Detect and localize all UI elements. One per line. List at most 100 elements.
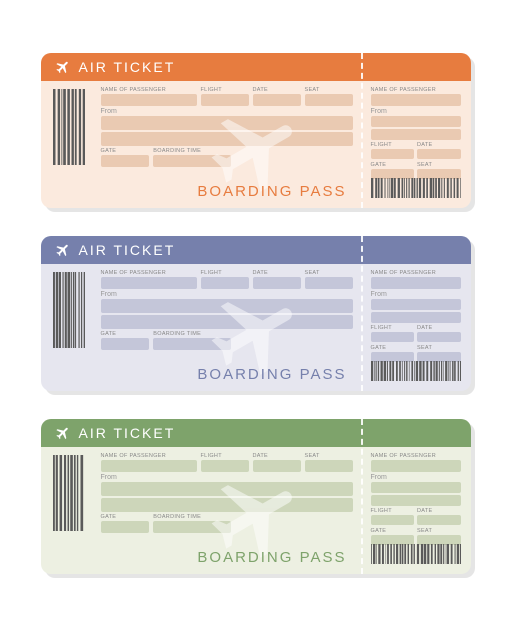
stub-label-seat: SEAT bbox=[417, 528, 461, 534]
stub-label-from: From bbox=[371, 108, 461, 115]
stub-label-from: From bbox=[371, 474, 461, 481]
label-seat: SEAT bbox=[305, 87, 353, 93]
field-seat bbox=[305, 460, 353, 472]
field-from bbox=[101, 116, 353, 130]
stub-field-date bbox=[417, 149, 461, 159]
stub-field-from bbox=[371, 482, 461, 493]
barcode-vertical bbox=[53, 89, 85, 165]
field-to bbox=[101, 498, 353, 512]
stub-field-to bbox=[371, 495, 461, 506]
label-from: From bbox=[101, 474, 353, 481]
ticket-stub-section: NAME OF PASSENGER From FLIGHT DATE GATE … bbox=[361, 236, 471, 391]
field-gate bbox=[101, 338, 150, 350]
boarding-pass-text: BOARDING PASS bbox=[197, 183, 346, 200]
field-to bbox=[101, 315, 353, 329]
field-passenger bbox=[101, 277, 197, 289]
field-flight bbox=[201, 460, 249, 472]
barcode bbox=[371, 361, 461, 381]
label-passenger: NAME OF PASSENGER bbox=[101, 270, 197, 276]
stub-label-from: From bbox=[371, 291, 461, 298]
stub-field-flight bbox=[371, 332, 415, 342]
stub-field-passenger bbox=[371, 277, 461, 289]
label-gate: GATE bbox=[101, 148, 150, 154]
ticket-main-section: NAME OF PASSENGER FLIGHT DATE SEAT From … bbox=[41, 419, 361, 574]
boarding-pass-ticket-orange: AIR TICKET NAME OF PASSENGER FLIGHT DATE… bbox=[41, 53, 471, 208]
label-from: From bbox=[101, 291, 353, 298]
stub-label-gate: GATE bbox=[371, 345, 415, 351]
label-boardingtime: BOARDING TIME bbox=[153, 331, 231, 337]
label-boardingtime: BOARDING TIME bbox=[153, 148, 231, 154]
field-date bbox=[253, 277, 301, 289]
field-boardingtime bbox=[153, 521, 231, 533]
stub-label-date: DATE bbox=[417, 325, 461, 331]
boarding-pass-ticket-blue: AIR TICKET NAME OF PASSENGER FLIGHT DATE… bbox=[41, 236, 471, 391]
ticket-main-section: NAME OF PASSENGER FLIGHT DATE SEAT From … bbox=[41, 236, 361, 391]
barcode-horizontal bbox=[371, 544, 461, 564]
stub-field-passenger bbox=[371, 94, 461, 106]
field-date bbox=[253, 94, 301, 106]
stub-field-date bbox=[417, 332, 461, 342]
barcode bbox=[371, 544, 461, 564]
label-seat: SEAT bbox=[305, 270, 353, 276]
label-flight: FLIGHT bbox=[201, 270, 249, 276]
label-from: From bbox=[101, 108, 353, 115]
ticket-main-section: NAME OF PASSENGER FLIGHT DATE SEAT From … bbox=[41, 53, 361, 208]
label-gate: GATE bbox=[101, 514, 150, 520]
field-gate bbox=[101, 155, 150, 167]
barcode bbox=[53, 455, 85, 531]
stub-field-to bbox=[371, 312, 461, 323]
stub-label-gate: GATE bbox=[371, 528, 415, 534]
field-flight bbox=[201, 94, 249, 106]
boarding-pass-text: BOARDING PASS bbox=[197, 366, 346, 383]
field-from bbox=[101, 299, 353, 313]
label-gate: GATE bbox=[101, 331, 150, 337]
barcode bbox=[371, 178, 461, 198]
field-flight bbox=[201, 277, 249, 289]
label-boardingtime: BOARDING TIME bbox=[153, 514, 231, 520]
field-passenger bbox=[101, 460, 197, 472]
field-date bbox=[253, 460, 301, 472]
stub-label-date: DATE bbox=[417, 508, 461, 514]
field-passenger bbox=[101, 94, 197, 106]
stub-field-to bbox=[371, 129, 461, 140]
ticket-stub-section: NAME OF PASSENGER From FLIGHT DATE GATE … bbox=[361, 419, 471, 574]
stub-field-flight bbox=[371, 515, 415, 525]
label-flight: FLIGHT bbox=[201, 453, 249, 459]
stub-field-passenger bbox=[371, 460, 461, 472]
field-boardingtime bbox=[153, 338, 231, 350]
barcode bbox=[53, 272, 85, 348]
barcode-horizontal bbox=[371, 361, 461, 381]
stub-label-seat: SEAT bbox=[417, 345, 461, 351]
field-to bbox=[101, 132, 353, 146]
barcode-vertical bbox=[53, 272, 85, 348]
label-seat: SEAT bbox=[305, 453, 353, 459]
stub-label-passenger: NAME OF PASSENGER bbox=[371, 270, 461, 276]
stub-label-passenger: NAME OF PASSENGER bbox=[371, 87, 461, 93]
boarding-pass-text: BOARDING PASS bbox=[197, 549, 346, 566]
label-passenger: NAME OF PASSENGER bbox=[101, 87, 197, 93]
label-flight: FLIGHT bbox=[201, 87, 249, 93]
field-boardingtime bbox=[153, 155, 231, 167]
stub-field-date bbox=[417, 515, 461, 525]
field-gate bbox=[101, 521, 150, 533]
label-passenger: NAME OF PASSENGER bbox=[101, 453, 197, 459]
label-date: DATE bbox=[253, 270, 301, 276]
stub-label-flight: FLIGHT bbox=[371, 508, 415, 514]
stub-field-from bbox=[371, 299, 461, 310]
stub-label-passenger: NAME OF PASSENGER bbox=[371, 453, 461, 459]
stub-field-flight bbox=[371, 149, 415, 159]
barcode bbox=[53, 89, 85, 165]
stub-label-flight: FLIGHT bbox=[371, 325, 415, 331]
stub-label-flight: FLIGHT bbox=[371, 142, 415, 148]
stub-field-from bbox=[371, 116, 461, 127]
barcode-vertical bbox=[53, 455, 85, 531]
field-seat bbox=[305, 277, 353, 289]
boarding-pass-ticket-green: AIR TICKET NAME OF PASSENGER FLIGHT DATE… bbox=[41, 419, 471, 574]
ticket-stub-section: NAME OF PASSENGER From FLIGHT DATE GATE … bbox=[361, 53, 471, 208]
stub-label-gate: GATE bbox=[371, 162, 415, 168]
stub-label-seat: SEAT bbox=[417, 162, 461, 168]
label-date: DATE bbox=[253, 453, 301, 459]
stub-label-date: DATE bbox=[417, 142, 461, 148]
field-seat bbox=[305, 94, 353, 106]
label-date: DATE bbox=[253, 87, 301, 93]
